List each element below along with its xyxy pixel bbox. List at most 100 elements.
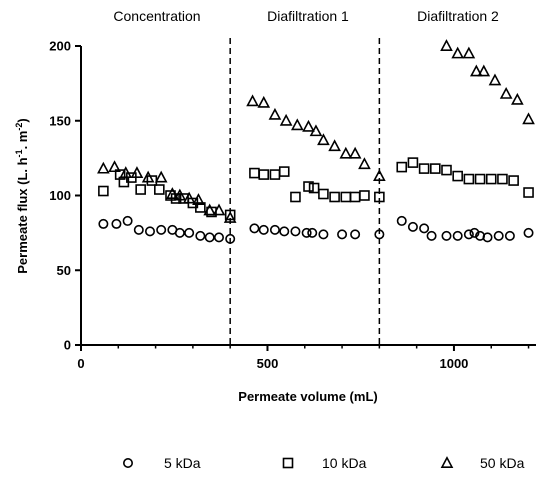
data-point-square: [340, 191, 352, 203]
axes: 0 50 100 150 200 0 500 1000: [49, 39, 536, 371]
data-point-triangle: [257, 95, 271, 108]
data-point-circle: [156, 224, 167, 235]
y-axis-title-part: ): [15, 118, 30, 122]
data-point-circle: [269, 224, 280, 235]
data-point-circle: [482, 232, 493, 243]
data-point-square: [441, 164, 452, 176]
data-point-circle: [426, 230, 437, 241]
data-point-triangle: [477, 64, 491, 77]
data-point-triangle: [302, 119, 315, 132]
data-point-triangle: [246, 94, 259, 107]
data-point-square: [318, 188, 329, 200]
data-point-square: [135, 184, 146, 195]
data-point-square: [374, 191, 385, 203]
data-point-circle: [337, 229, 348, 240]
x-tick-label: 0: [77, 356, 84, 371]
legend: 5 kDa 10 kDa 50 kDa: [123, 455, 525, 471]
phase-label-diafiltration-1: Diafiltration 1: [267, 8, 349, 24]
y-tick-label: 50: [57, 263, 71, 278]
phase-label-concentration: Concentration: [113, 8, 200, 24]
data-point-circle: [419, 223, 430, 234]
data-point-square: [418, 163, 430, 174]
data-point-triangle: [141, 170, 155, 183]
y-axis-title-sup: -1: [14, 149, 24, 157]
series-square: [98, 157, 534, 221]
data-point-square: [463, 173, 475, 185]
data-point-square: [249, 167, 260, 179]
data-point-triangle: [499, 86, 513, 99]
data-point-circle: [174, 227, 185, 238]
data-point-square: [303, 181, 314, 192]
x-tick-label: 1000: [439, 356, 468, 371]
data-point-square: [430, 163, 441, 174]
data-point-triangle: [192, 193, 205, 205]
data-point-triangle: [488, 73, 502, 86]
x-axis-title: Permeate volume (mL): [238, 389, 377, 404]
legend-label: 50 kDa: [480, 455, 525, 471]
data-point-circle: [144, 226, 155, 237]
y-tick-label: 200: [49, 39, 71, 54]
data-point-triangle: [373, 169, 386, 182]
legend-marker-triangle: [440, 456, 454, 468]
data-point-circle: [98, 218, 109, 229]
y-tick-label: 150: [49, 113, 71, 128]
legend-label: 10 kDa: [322, 455, 367, 471]
data-point-triangle: [182, 191, 196, 204]
data-point-triangle: [166, 187, 179, 199]
data-point-triangle: [268, 107, 282, 120]
data-point-square: [195, 202, 206, 213]
data-point-circle: [279, 226, 290, 237]
data-point-triangle: [522, 112, 535, 125]
data-point-square: [407, 157, 419, 168]
data-point-circle: [195, 230, 206, 241]
data-point-triangle: [440, 39, 453, 51]
data-point-circle: [307, 227, 318, 238]
data-point-square: [452, 170, 463, 182]
data-point-triangle: [451, 46, 465, 59]
data-point-circle: [396, 215, 407, 226]
data-point-square: [278, 166, 290, 177]
data-point-square: [329, 191, 340, 203]
data-point-square: [474, 173, 486, 185]
y-axis-title: Permeate flux (L. h-1. m-2): [14, 118, 30, 273]
data-point-square: [349, 191, 361, 203]
data-point-square: [224, 209, 236, 221]
data-point-triangle: [108, 160, 121, 173]
data-point-circle: [452, 230, 463, 241]
data-point-circle: [523, 227, 534, 238]
data-point-square: [523, 187, 534, 198]
data-point-circle: [350, 229, 361, 240]
data-point-triangle: [358, 157, 371, 170]
data-point-triangle: [339, 146, 353, 159]
data-point-circle: [301, 227, 312, 238]
data-point-triangle: [469, 64, 483, 77]
x-tick-label: 500: [257, 356, 279, 371]
data-point-triangle: [328, 139, 341, 152]
data-point-circle: [213, 232, 224, 243]
data-point-triangle: [154, 170, 168, 183]
data-point-square: [396, 161, 408, 173]
data-point-triangle: [462, 46, 476, 59]
data-point-circle: [504, 230, 515, 241]
data-point-circle: [122, 215, 133, 226]
y-axis-title-part: Permeate flux (L. h: [15, 157, 30, 273]
data-point-circle: [290, 226, 301, 237]
data-point-square: [290, 191, 301, 203]
data-point-circle: [184, 227, 195, 238]
series-circle: [98, 215, 534, 244]
data-point-square: [485, 173, 497, 185]
y-tick-label: 0: [64, 338, 71, 353]
phase-divider-lines: [229, 38, 381, 345]
data-point-square: [497, 173, 508, 185]
data-point-circle: [133, 224, 144, 235]
data-point-circle: [258, 224, 269, 235]
data-point-square: [308, 182, 320, 194]
data-point-triangle: [212, 203, 226, 216]
data-point-triangle: [130, 166, 144, 179]
data-point-square: [359, 190, 370, 201]
data-point-circle: [441, 230, 452, 241]
data-point-triangle: [279, 113, 293, 126]
data-point-triangle: [290, 118, 304, 131]
data-point-triangle: [511, 92, 524, 105]
